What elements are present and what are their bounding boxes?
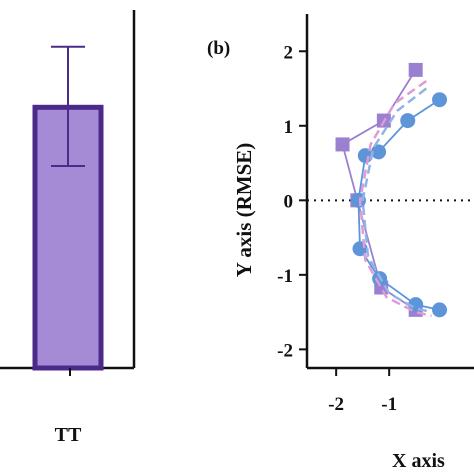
y-tick-label: -2 (277, 340, 293, 361)
y-tick-label: 1 (284, 117, 294, 138)
y-tick-label: 2 (284, 42, 294, 63)
y-tick-label: 0 (284, 191, 294, 212)
bar-chart-panel: TT (0, 10, 136, 446)
panel-label: (b) (207, 38, 230, 59)
bar-category-label: TT (55, 424, 82, 446)
x-axis-title: X axis (392, 450, 445, 472)
scatter-chart-panel: (b) Y axis (RMSE) X axis 2 1 0 -1 -2 -2 -1 (207, 14, 474, 472)
y-axis-title: Y axis (RMSE) (232, 143, 256, 278)
circle-marker (400, 113, 416, 129)
x-tick-label: -1 (381, 394, 397, 415)
square-marker (335, 137, 350, 152)
series-line-2 (357, 98, 441, 311)
x-tick-label: -2 (328, 394, 344, 415)
series-line-4 (361, 87, 432, 314)
y-tick-label: -1 (277, 266, 293, 287)
circle-marker (371, 144, 387, 160)
circle-marker (432, 92, 448, 108)
circle-marker (432, 302, 448, 318)
series-line-3 (358, 80, 432, 318)
square-marker (408, 62, 423, 77)
circle-marker (357, 148, 373, 164)
